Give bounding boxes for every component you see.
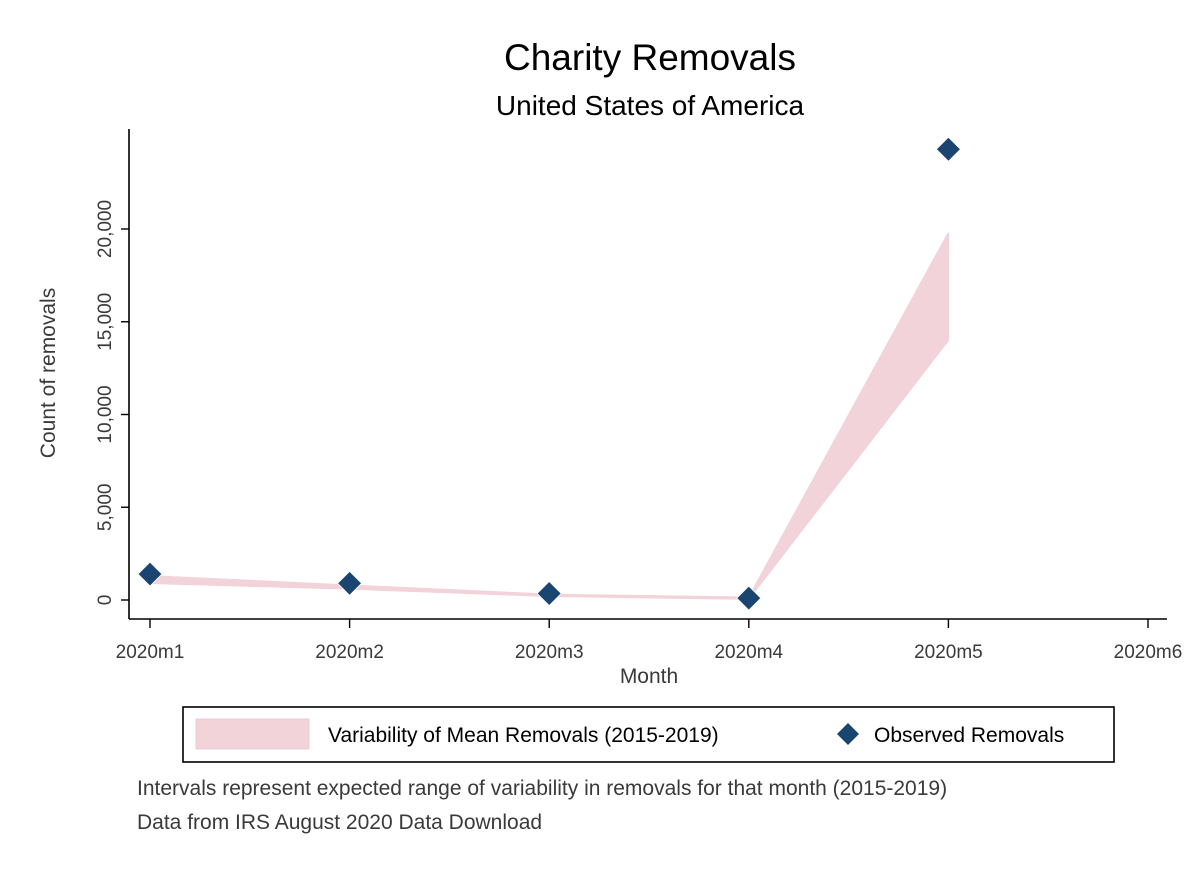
x-axis-label: Month (620, 665, 678, 688)
x-tick-label: 2020m4 (714, 642, 783, 663)
chart-title: Charity Removals (504, 37, 796, 78)
x-tick-label: 2020m3 (515, 642, 584, 663)
legend-swatch-observed (837, 723, 859, 745)
legend-box (182, 706, 1115, 763)
y-tick-label: 20,000 (95, 200, 116, 258)
variability-band (149, 232, 950, 600)
y-tick-label: 10,000 (95, 385, 116, 443)
legend-label-range: Variability of Mean Removals (2015-2019) (328, 724, 719, 747)
note-intervals: Intervals represent expected range of va… (137, 777, 948, 800)
x-tick-label: 2020m2 (315, 642, 384, 663)
observed-point (935, 136, 961, 162)
x-tick-label: 2020m1 (116, 642, 185, 663)
y-axis-label: Count of removals (37, 288, 60, 458)
observed-point (337, 570, 363, 596)
observed-point (137, 561, 163, 587)
plot-area: 0 5,000 10,000 15,000 20,000 2020m1 2020m2 2020… (95, 129, 1182, 663)
legend-swatch-range (195, 718, 310, 750)
observed-point (736, 585, 762, 611)
observed-point (536, 580, 562, 607)
x-tick-label: 2020m5 (914, 642, 983, 663)
y-tick-label: 0 (95, 595, 116, 606)
chart-subtitle: United States of America (496, 90, 805, 121)
note-source: Data from IRS August 2020 Data Download (137, 811, 543, 834)
y-tick-label: 5,000 (95, 484, 116, 532)
y-tick-label: 15,000 (95, 293, 116, 351)
legend: Variability of Mean Removals (2015-2019)… (182, 706, 1115, 763)
legend-label-observed: Observed Removals (874, 724, 1064, 747)
x-tick-label: 2020m6 (1114, 642, 1183, 663)
